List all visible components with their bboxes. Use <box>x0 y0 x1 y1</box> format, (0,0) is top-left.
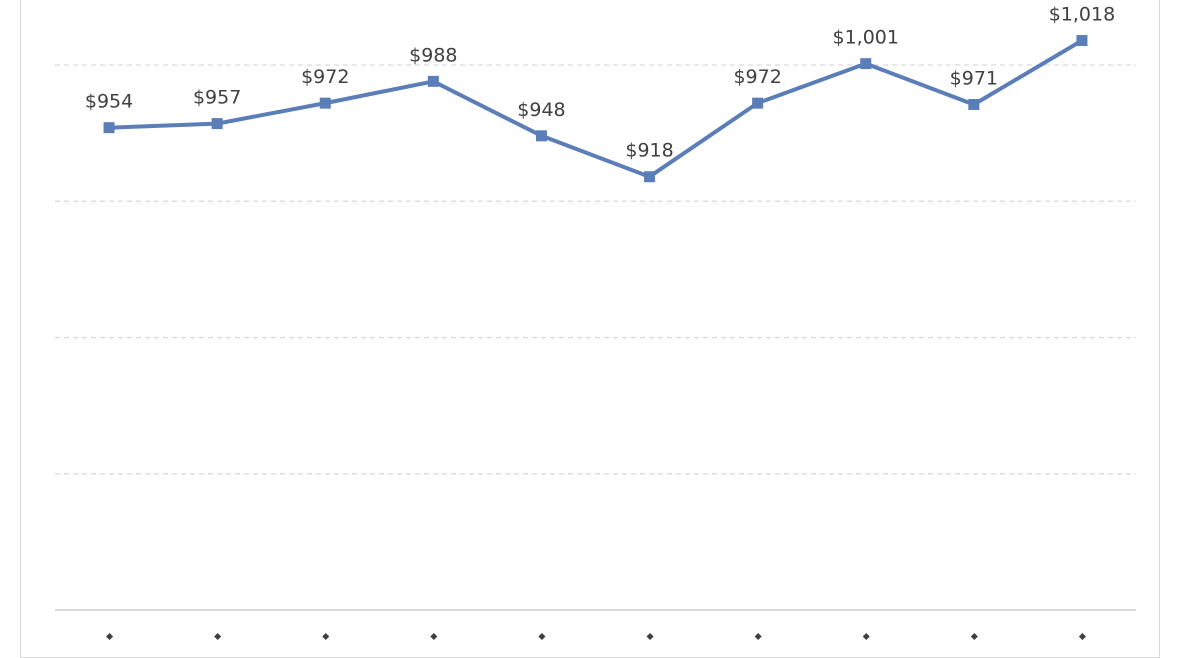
x-tick-label-clipped <box>646 632 654 640</box>
data-point <box>860 58 872 70</box>
data-point <box>644 171 656 183</box>
x-tick-label-clipped <box>862 632 870 640</box>
data-point <box>968 99 980 111</box>
data-label: $1,018 <box>1049 3 1115 25</box>
x-tick-label-clipped <box>970 632 978 640</box>
data-label: $957 <box>193 87 241 109</box>
series-line <box>108 38 1084 179</box>
data-label: $988 <box>409 44 457 66</box>
data-point <box>427 75 439 87</box>
x-axis-tick-labels <box>106 632 1086 640</box>
data-label: $954 <box>85 91 133 113</box>
x-tick-label-clipped <box>1078 632 1086 640</box>
data-point <box>752 97 764 109</box>
data-point <box>1076 34 1088 46</box>
data-label: $972 <box>733 66 781 88</box>
data-point <box>103 122 115 134</box>
data-label: $1,001 <box>833 27 899 49</box>
x-tick-label-clipped <box>322 632 330 640</box>
x-tick-label-clipped <box>430 632 438 640</box>
gridlines <box>55 64 1136 475</box>
x-tick-label-clipped <box>754 632 762 640</box>
series-markers <box>103 34 1088 183</box>
data-label: $948 <box>517 99 565 121</box>
x-tick-label-clipped <box>214 632 222 640</box>
line-chart: $954 $957 $972 $988 $948 $918 $972 $1,001 $971 $1… <box>55 3 1136 640</box>
x-tick-label-clipped <box>106 632 114 640</box>
data-labels: $954 $957 $972 $988 $948 $918 $972 $1,001 $971 $1… <box>85 3 1115 161</box>
data-point <box>211 118 223 130</box>
data-label: $972 <box>301 66 349 88</box>
data-label: $918 <box>625 140 673 162</box>
x-tick-label-clipped <box>538 632 546 640</box>
data-label: $971 <box>950 68 998 90</box>
data-point <box>535 130 547 142</box>
data-point <box>319 97 331 109</box>
